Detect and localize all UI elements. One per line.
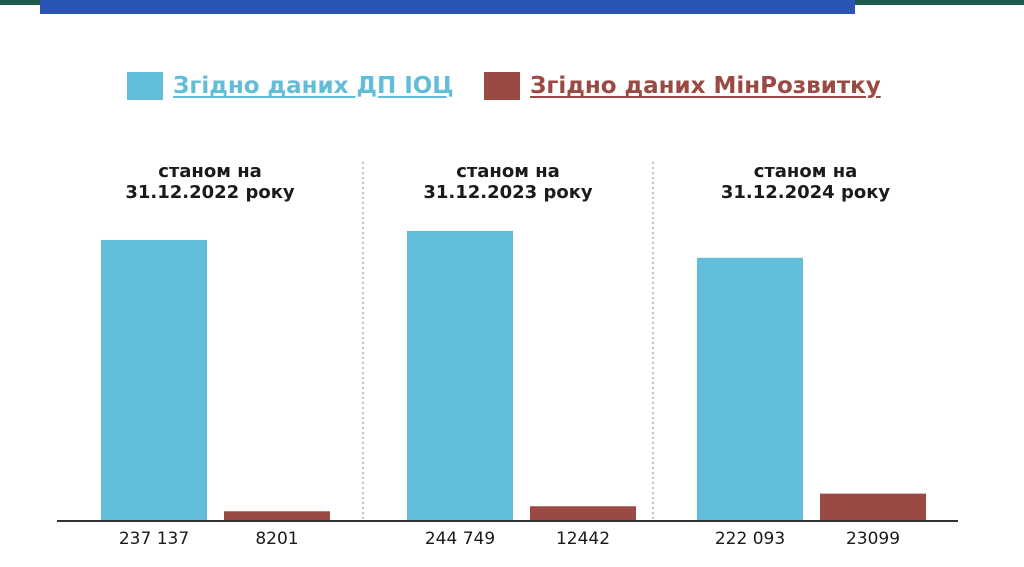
bar-minrozvytku-1 xyxy=(224,511,330,521)
value-label-dp-ioc-2: 244 749 xyxy=(425,529,495,549)
value-label-dp-ioc-3: 222 093 xyxy=(715,529,785,549)
legend-swatch-minrozvytku xyxy=(484,72,520,100)
value-label-dp-ioc-1: 237 137 xyxy=(119,529,189,549)
legend-swatch-dp-ioc xyxy=(127,72,163,100)
group-title-line2-1: 31.12.2022 року xyxy=(125,182,295,203)
value-label-minrozvytku-2: 12442 xyxy=(556,529,610,549)
bar-minrozvytku-2 xyxy=(530,506,636,521)
bar-dp-ioc-2 xyxy=(407,230,513,521)
chart-legend: Згідно даних ДП ІОЦ Згідно даних МінРозв… xyxy=(0,72,1024,112)
legend-item-dp-ioc: Згідно даних ДП ІОЦ xyxy=(127,72,454,100)
value-label-minrozvytku-3: 23099 xyxy=(846,529,900,549)
group-title-line2-3: 31.12.2024 року xyxy=(721,182,891,203)
legend-label-dp-ioc: Згідно даних ДП ІОЦ xyxy=(173,73,454,99)
legend-item-minrozvytku: Згідно даних МінРозвитку xyxy=(484,72,881,100)
bar-dp-ioc-3 xyxy=(697,257,803,521)
group-title-line1-2: станом на xyxy=(456,161,560,182)
top-banner xyxy=(40,0,855,14)
group-title-line1-3: станом на xyxy=(754,161,858,182)
bar-dp-ioc-1 xyxy=(101,239,207,522)
value-label-minrozvytku-1: 8201 xyxy=(255,529,298,549)
legend-label-minrozvytku: Згідно даних МінРозвитку xyxy=(530,73,881,99)
bar-minrozvytku-3 xyxy=(820,493,926,521)
group-title-line2-2: 31.12.2023 року xyxy=(423,182,593,203)
group-title-line1-1: станом на xyxy=(158,161,262,182)
